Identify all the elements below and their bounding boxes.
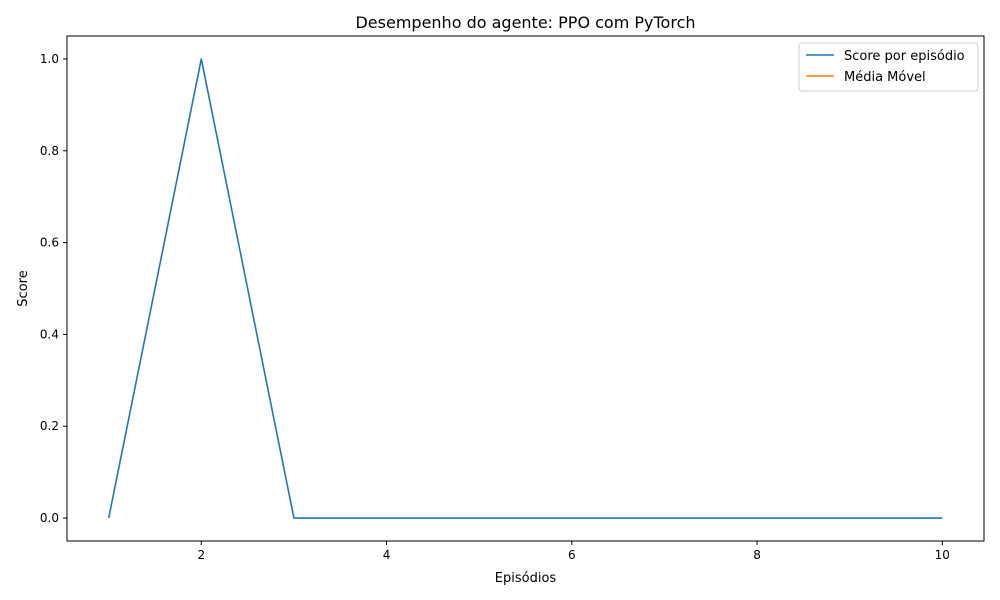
plot-frame xyxy=(66,35,985,542)
x-tick-label: 2 xyxy=(197,548,205,562)
y-tick-label: 1.0 xyxy=(40,52,59,66)
y-tick-label: 0.6 xyxy=(40,236,59,250)
plot-area xyxy=(66,35,985,542)
legend-label: Score por episódio xyxy=(844,49,965,64)
y-tick-label: 0.2 xyxy=(40,419,59,433)
x-axis-label: Episódios xyxy=(495,571,557,586)
x-tick-label: 6 xyxy=(568,548,576,562)
x-axis: 2 4 6 8 10 xyxy=(197,541,950,562)
x-tick-label: 4 xyxy=(383,548,391,562)
x-tick-label: 10 xyxy=(935,548,950,562)
y-tick-label: 0.4 xyxy=(40,327,59,341)
y-axis-label: Score xyxy=(16,270,31,306)
y-tick-label: 0.8 xyxy=(40,144,59,158)
y-axis: 0.0 0.2 0.4 0.6 0.8 1.0 xyxy=(40,52,67,525)
legend: Score por episódio Média Móvel xyxy=(798,42,979,92)
series-line-0 xyxy=(107,58,943,519)
y-tick-label: 0.0 xyxy=(40,511,59,525)
legend-box xyxy=(798,42,979,92)
x-tick-label: 8 xyxy=(753,548,761,562)
legend-label: Média Móvel xyxy=(844,70,926,85)
chart-title: Desempenho do agente: PPO com PyTorch xyxy=(355,13,695,32)
